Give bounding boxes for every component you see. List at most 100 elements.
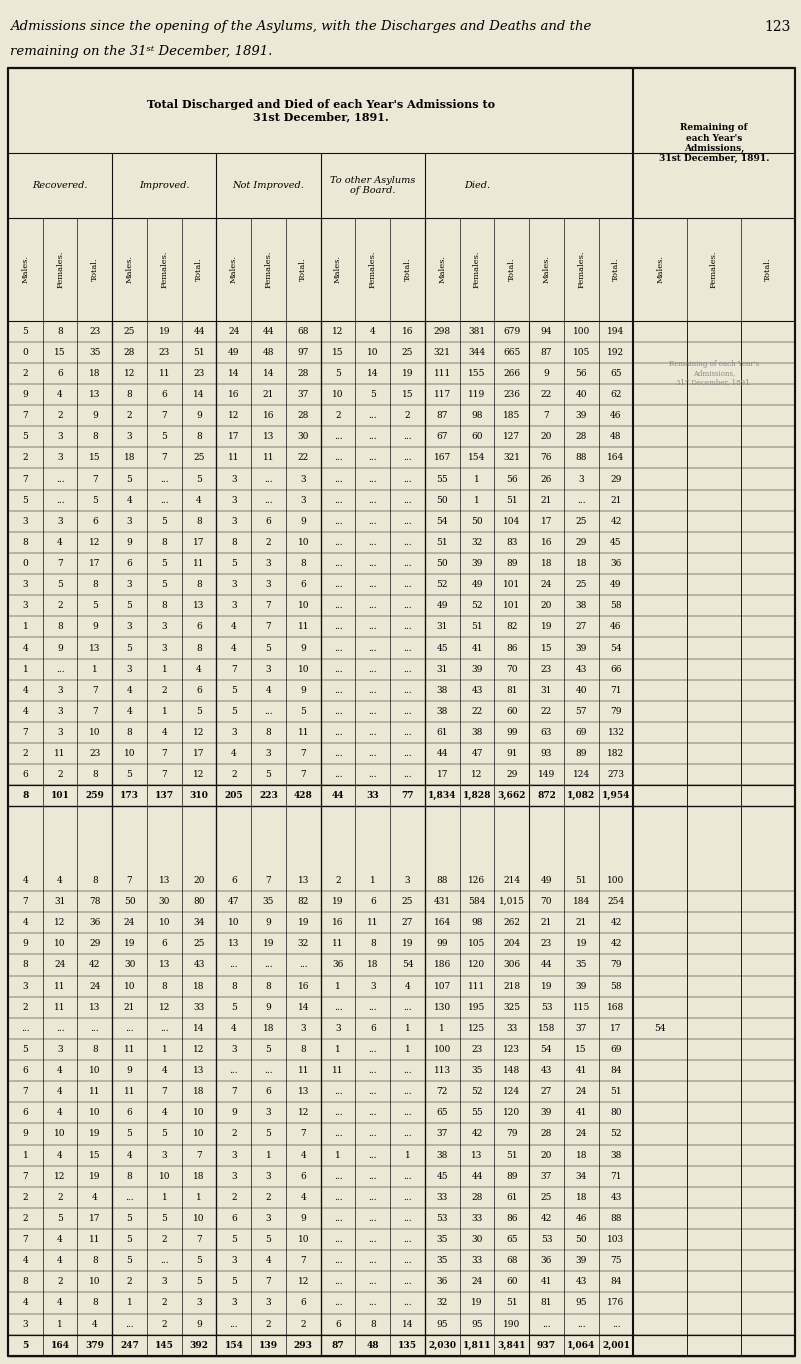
Text: ...: ...: [368, 537, 377, 547]
Text: 1: 1: [335, 1045, 341, 1054]
Text: 17: 17: [193, 749, 205, 758]
Text: 7: 7: [92, 686, 98, 694]
Text: 5: 5: [231, 1003, 237, 1012]
Text: ...: ...: [368, 580, 377, 589]
Text: 137: 137: [155, 791, 174, 801]
Text: 89: 89: [506, 1172, 517, 1181]
Text: 1: 1: [162, 707, 167, 716]
Text: 7: 7: [22, 1236, 28, 1244]
Text: 4: 4: [22, 876, 28, 885]
Text: 37: 37: [298, 390, 309, 400]
Text: 100: 100: [607, 876, 625, 885]
Text: 321: 321: [434, 348, 451, 357]
Text: ...: ...: [403, 495, 412, 505]
Text: 164: 164: [607, 453, 625, 462]
Text: 3: 3: [162, 1277, 167, 1286]
Text: ...: ...: [403, 537, 412, 547]
Text: 3: 3: [231, 580, 236, 589]
Text: 86: 86: [506, 644, 517, 652]
Text: 3: 3: [266, 749, 272, 758]
Text: 259: 259: [86, 791, 104, 801]
Text: 2,001: 2,001: [602, 1341, 630, 1350]
Text: ...: ...: [368, 1087, 377, 1097]
Text: 31: 31: [54, 898, 66, 906]
Text: 2: 2: [22, 1003, 28, 1012]
Text: 71: 71: [610, 686, 622, 694]
Text: 1,834: 1,834: [428, 791, 457, 801]
Text: 4: 4: [405, 982, 410, 990]
Text: ...: ...: [56, 664, 64, 674]
Text: 10: 10: [124, 749, 135, 758]
Text: 49: 49: [471, 580, 483, 589]
Text: ...: ...: [368, 1236, 377, 1244]
Text: 19: 19: [575, 940, 587, 948]
Text: Remaining of each Year's
Admissions,
31ˢᵗ December, 1891.: Remaining of each Year's Admissions, 31ˢ…: [669, 360, 759, 386]
Text: 43: 43: [576, 664, 587, 674]
Text: 5: 5: [231, 707, 237, 716]
Text: 18: 18: [263, 1024, 274, 1033]
Text: 37: 37: [576, 1024, 587, 1033]
Text: 103: 103: [607, 1236, 625, 1244]
Text: 8: 8: [127, 390, 132, 400]
Text: 937: 937: [537, 1341, 556, 1350]
Text: ...: ...: [334, 622, 342, 632]
Text: 14: 14: [228, 368, 239, 378]
Text: 0: 0: [22, 559, 28, 567]
Text: 344: 344: [469, 348, 485, 357]
Text: 1: 1: [127, 1299, 132, 1308]
Text: 60: 60: [471, 432, 483, 441]
Text: 8: 8: [196, 517, 202, 525]
Text: 7: 7: [266, 1277, 272, 1286]
Text: 42: 42: [610, 517, 622, 525]
Text: ...: ...: [334, 1256, 342, 1266]
Text: 3: 3: [58, 453, 63, 462]
Text: 8: 8: [266, 982, 272, 990]
Text: 2: 2: [127, 411, 132, 420]
Text: ...: ...: [368, 1045, 377, 1054]
Text: 42: 42: [610, 940, 622, 948]
Text: 6: 6: [162, 940, 167, 948]
Text: 19: 19: [159, 326, 170, 336]
Text: 3: 3: [231, 517, 236, 525]
Text: 100: 100: [573, 326, 590, 336]
Text: ...: ...: [56, 495, 64, 505]
Text: ...: ...: [21, 1024, 30, 1033]
Text: ...: ...: [368, 1151, 377, 1159]
Text: 5: 5: [127, 1256, 132, 1266]
Text: 1,015: 1,015: [499, 898, 525, 906]
Text: ...: ...: [368, 1256, 377, 1266]
Text: ...: ...: [334, 1299, 342, 1308]
Text: 9: 9: [300, 686, 306, 694]
Text: Total.: Total.: [763, 258, 771, 281]
Text: 5: 5: [22, 1341, 29, 1350]
Text: Males.: Males.: [22, 255, 30, 284]
Text: 25: 25: [575, 580, 587, 589]
Text: 8: 8: [92, 1299, 98, 1308]
Text: 25: 25: [193, 453, 205, 462]
Text: 872: 872: [537, 791, 556, 801]
Text: Males.: Males.: [230, 255, 238, 284]
Text: 3: 3: [266, 559, 272, 567]
Text: 11: 11: [332, 940, 344, 948]
Text: 82: 82: [506, 622, 517, 632]
Text: ...: ...: [403, 1067, 412, 1075]
Text: 9: 9: [57, 644, 63, 652]
Text: 8: 8: [162, 982, 167, 990]
Text: 1: 1: [440, 1024, 445, 1033]
Text: 39: 39: [576, 644, 587, 652]
Text: 10: 10: [193, 1129, 205, 1139]
Text: 148: 148: [503, 1067, 521, 1075]
Text: 17: 17: [541, 517, 552, 525]
Text: 38: 38: [437, 686, 448, 694]
Text: 12: 12: [159, 1003, 170, 1012]
Text: 2: 2: [58, 602, 63, 610]
Text: 33: 33: [506, 1024, 517, 1033]
Text: 1,064: 1,064: [567, 1341, 595, 1350]
Text: 204: 204: [503, 940, 521, 948]
Text: 6: 6: [266, 1087, 272, 1097]
Text: 7: 7: [57, 559, 63, 567]
Text: ...: ...: [403, 580, 412, 589]
Text: 49: 49: [610, 580, 622, 589]
Text: 2: 2: [58, 411, 63, 420]
Text: 23: 23: [159, 348, 170, 357]
